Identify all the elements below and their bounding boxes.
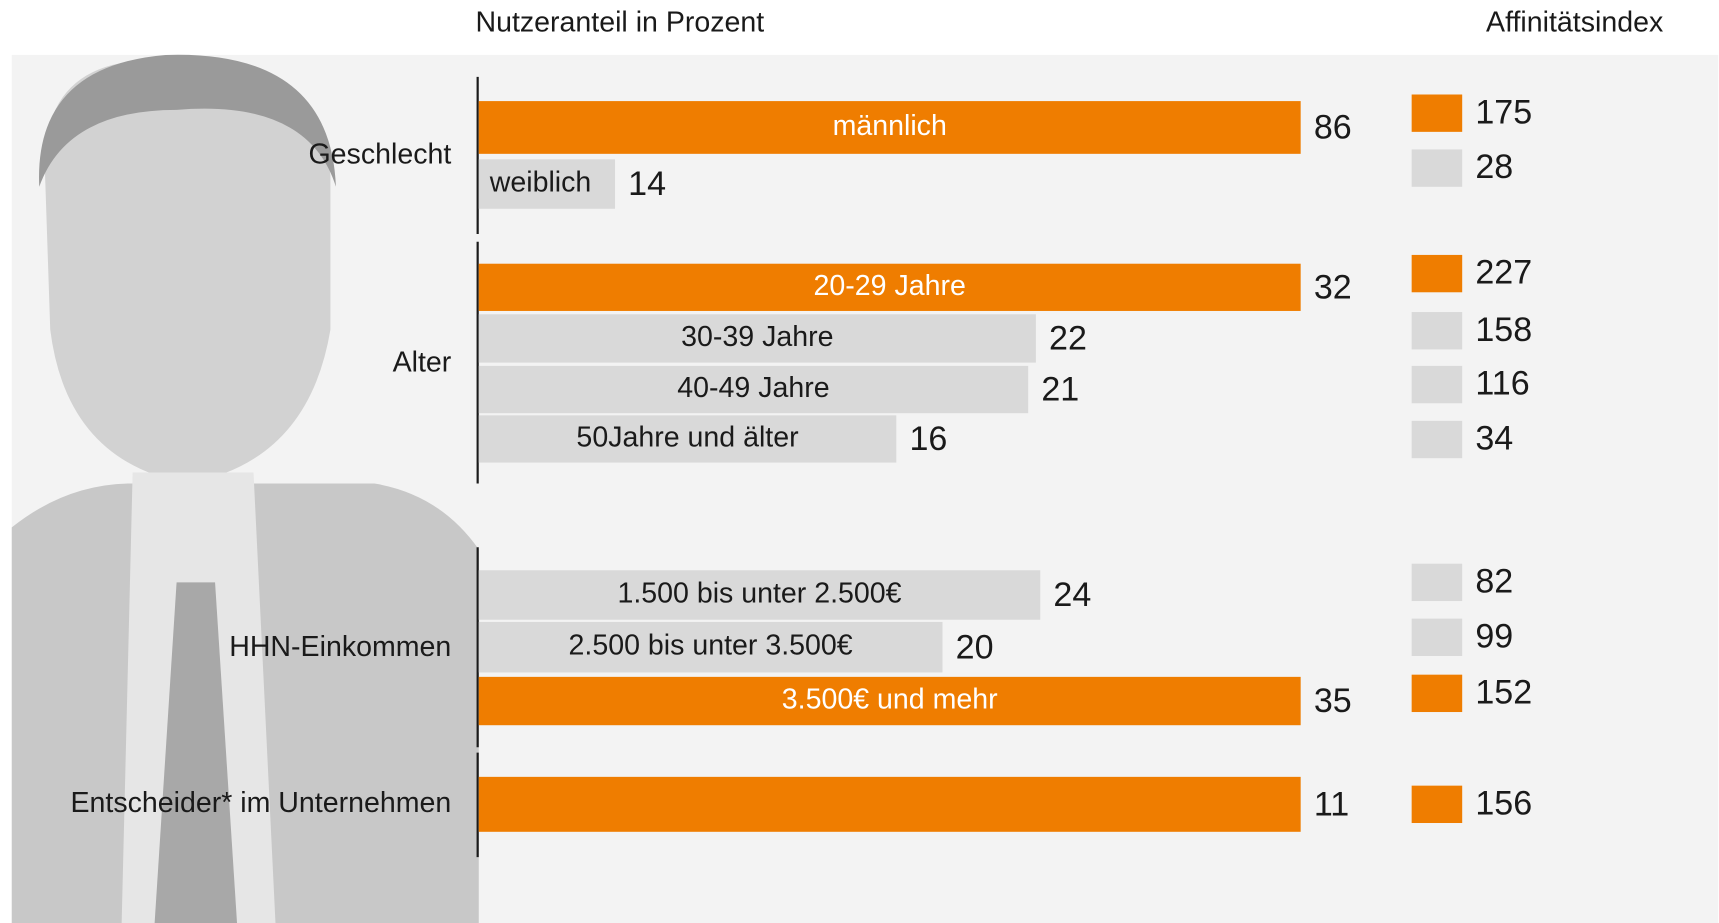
- index-value: 116: [1475, 365, 1529, 403]
- index-title: Affinitätsindex: [1486, 7, 1663, 39]
- index-value: 156: [1475, 784, 1532, 822]
- bar-label: 50Jahre und älter: [576, 422, 799, 454]
- share-value: 24: [1053, 576, 1091, 614]
- bar-label: männlich: [833, 110, 947, 142]
- index-swatch: [1412, 786, 1463, 823]
- bar-label: weiblich: [489, 167, 592, 199]
- index-value: 82: [1475, 562, 1513, 600]
- share-value: 16: [909, 420, 947, 458]
- group-label: Alter: [393, 346, 452, 378]
- bar-label: 20-29 Jahre: [814, 270, 966, 302]
- infographic: Nutzeranteil in Prozent Affinitätsindex …: [0, 0, 1719, 923]
- group-label: Geschlecht: [308, 139, 451, 171]
- group-label: Entscheider* im Unternehmen: [70, 787, 451, 819]
- bar-label: 2.500 bis unter 3.500€: [569, 630, 853, 662]
- index-swatch: [1412, 675, 1463, 712]
- share-value: 11: [1314, 786, 1349, 824]
- group-label: HHN-Einkommen: [229, 631, 451, 663]
- bar-label: 40-49 Jahre: [677, 372, 829, 404]
- share-value: 86: [1314, 109, 1352, 147]
- bar-label: 1.500 bis unter 2.500€: [617, 578, 901, 610]
- share-value: 22: [1049, 320, 1087, 358]
- bar-label: 3.500€ und mehr: [782, 684, 998, 716]
- index-swatch: [1412, 564, 1463, 601]
- bar-label: 30-39 Jahre: [681, 321, 833, 353]
- index-value: 28: [1475, 148, 1513, 186]
- index-value: 152: [1475, 673, 1532, 711]
- index-value: 34: [1475, 420, 1513, 458]
- index-swatch: [1412, 312, 1463, 349]
- index-swatch: [1412, 366, 1463, 403]
- share-value: 14: [628, 165, 666, 203]
- share-value: 35: [1314, 682, 1352, 720]
- index-value: 158: [1475, 311, 1532, 349]
- index-swatch: [1412, 255, 1463, 292]
- share-title: Nutzeranteil in Prozent: [475, 7, 764, 39]
- bar: [479, 777, 1301, 832]
- index-swatch: [1412, 149, 1463, 186]
- index-value: 99: [1475, 617, 1513, 655]
- share-value: 20: [956, 628, 994, 666]
- index-swatch: [1412, 421, 1463, 458]
- index-swatch: [1412, 94, 1463, 131]
- index-swatch: [1412, 619, 1463, 656]
- index-value: 175: [1475, 93, 1532, 131]
- index-value: 227: [1475, 254, 1532, 292]
- share-value: 32: [1314, 269, 1352, 307]
- page: Nutzeranteil in Prozent Affinitätsindex …: [0, 0, 1719, 923]
- share-value: 21: [1041, 371, 1079, 409]
